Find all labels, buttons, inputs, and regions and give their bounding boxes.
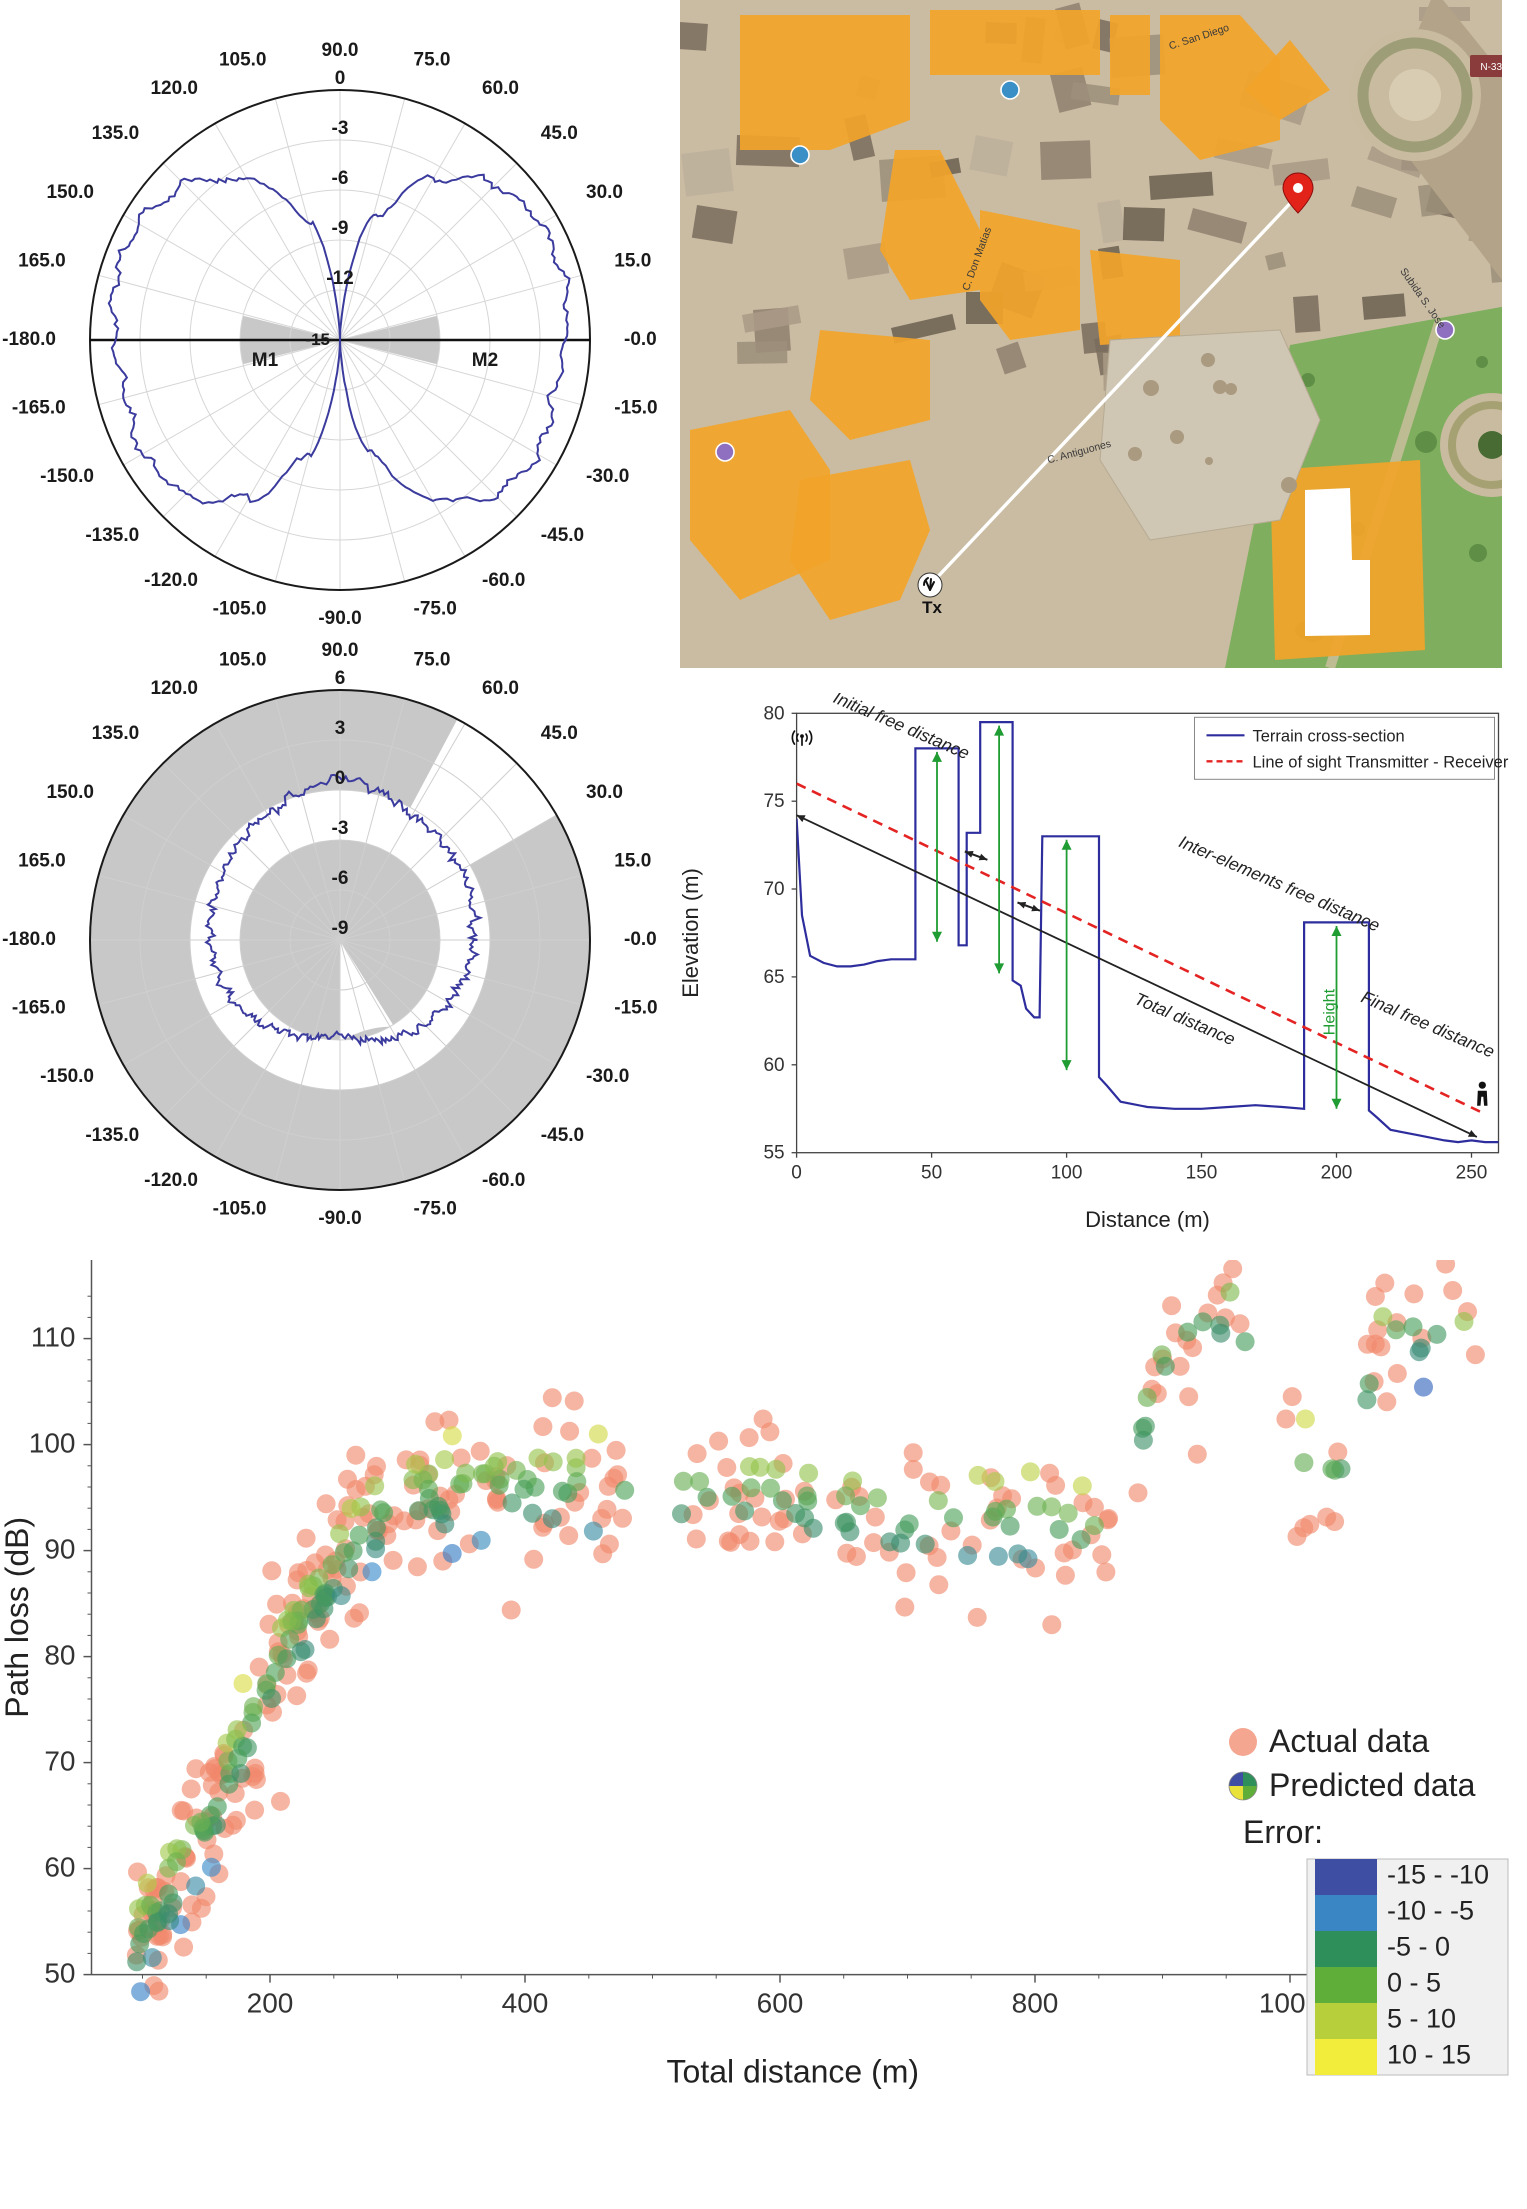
svg-text:-165.0: -165.0: [12, 998, 66, 1019]
svg-text:-150.0: -150.0: [40, 1066, 94, 1087]
svg-text:0: 0: [791, 1163, 802, 1184]
svg-text:-30.0: -30.0: [586, 466, 629, 487]
svg-text:165.0: 165.0: [18, 251, 66, 272]
svg-text:Error:: Error:: [1243, 1814, 1323, 1850]
svg-text:-3: -3: [332, 118, 349, 139]
svg-text:30.0: 30.0: [586, 182, 623, 203]
svg-text:M1: M1: [252, 350, 279, 371]
svg-text:-0.0: -0.0: [624, 329, 657, 350]
svg-text:-90.0: -90.0: [318, 1208, 361, 1229]
svg-text:75.0: 75.0: [414, 650, 451, 671]
svg-text:-0.0: -0.0: [624, 929, 657, 950]
svg-text:120.0: 120.0: [150, 678, 198, 699]
svg-text:-15: -15: [305, 330, 330, 349]
svg-text:250: 250: [1456, 1163, 1488, 1184]
svg-text:135.0: 135.0: [92, 123, 140, 144]
svg-text:-6: -6: [332, 868, 349, 889]
svg-text:-6: -6: [332, 168, 349, 189]
svg-text:165.0: 165.0: [18, 851, 66, 872]
svg-text:0: 0: [335, 68, 346, 89]
svg-text:-15.0: -15.0: [614, 398, 657, 419]
svg-text:5 - 10: 5 - 10: [1387, 2004, 1456, 2034]
svg-text:-12: -12: [326, 268, 353, 289]
svg-text:55: 55: [763, 1143, 784, 1164]
svg-text:65: 65: [763, 967, 784, 988]
svg-text:Actual data: Actual data: [1269, 1723, 1429, 1759]
svg-text:-9: -9: [332, 218, 349, 239]
svg-text:-60.0: -60.0: [482, 570, 525, 591]
svg-text:100: 100: [1051, 1163, 1083, 1184]
svg-text:-5 - 0: -5 - 0: [1387, 1932, 1450, 1962]
svg-text:6: 6: [335, 668, 346, 689]
svg-text:Height: Height: [1322, 988, 1339, 1035]
svg-text:-75.0: -75.0: [414, 1198, 457, 1219]
svg-text:200: 200: [1321, 1163, 1353, 1184]
svg-text:-30.0: -30.0: [586, 1066, 629, 1087]
svg-text:-120.0: -120.0: [144, 570, 198, 591]
svg-text:10 - 15: 10 - 15: [1387, 2040, 1471, 2070]
svg-text:-165.0: -165.0: [12, 398, 66, 419]
svg-text:90.0: 90.0: [322, 40, 359, 61]
svg-text:15.0: 15.0: [614, 251, 651, 272]
svg-text:70: 70: [763, 879, 784, 900]
svg-text:-45.0: -45.0: [541, 1125, 584, 1146]
svg-text:45.0: 45.0: [541, 123, 578, 144]
svg-text:-135.0: -135.0: [85, 1125, 139, 1146]
svg-text:-45.0: -45.0: [541, 525, 584, 546]
svg-text:80: 80: [763, 703, 784, 724]
svg-text:-135.0: -135.0: [85, 525, 139, 546]
svg-text:150.0: 150.0: [46, 782, 94, 803]
svg-text:15.0: 15.0: [614, 851, 651, 872]
svg-text:60.0: 60.0: [482, 678, 519, 699]
svg-text:45.0: 45.0: [541, 723, 578, 744]
svg-text:105.0: 105.0: [219, 650, 267, 671]
svg-text:120.0: 120.0: [150, 78, 198, 99]
svg-text:-150.0: -150.0: [40, 466, 94, 487]
svg-text:75: 75: [763, 791, 784, 812]
svg-text:-9: -9: [332, 918, 349, 939]
svg-text:Predicted data: Predicted data: [1269, 1767, 1476, 1803]
svg-text:90.0: 90.0: [322, 640, 359, 661]
svg-text:-15.0: -15.0: [614, 998, 657, 1019]
svg-text:-180.0: -180.0: [2, 329, 56, 350]
svg-text:75.0: 75.0: [414, 50, 451, 71]
svg-text:-15 - -10: -15 - -10: [1387, 1860, 1489, 1890]
svg-text:-10 - -5: -10 - -5: [1387, 1896, 1474, 1926]
svg-text:Tx: Tx: [922, 598, 942, 617]
svg-text:60: 60: [763, 1055, 784, 1076]
svg-text:150: 150: [1186, 1163, 1218, 1184]
svg-text:50: 50: [921, 1163, 942, 1184]
svg-text:-180.0: -180.0: [2, 929, 56, 950]
svg-text:N-332: N-332: [1480, 62, 1502, 73]
svg-text:0 - 5: 0 - 5: [1387, 1968, 1441, 1998]
svg-text:Terrain cross-section: Terrain cross-section: [1253, 727, 1405, 745]
svg-text:Elevation (m): Elevation (m): [680, 868, 703, 998]
svg-text:-3: -3: [332, 818, 349, 839]
svg-text:M2: M2: [472, 350, 498, 371]
svg-text:0: 0: [335, 768, 346, 789]
svg-text:105.0: 105.0: [219, 50, 267, 71]
svg-text:-60.0: -60.0: [482, 1170, 525, 1191]
svg-text:60.0: 60.0: [482, 78, 519, 99]
svg-text:-120.0: -120.0: [144, 1170, 198, 1191]
svg-text:150.0: 150.0: [46, 182, 94, 203]
svg-text:-105.0: -105.0: [213, 1198, 267, 1219]
svg-text:30.0: 30.0: [586, 782, 623, 803]
svg-text:Distance (m): Distance (m): [1085, 1207, 1210, 1232]
svg-text:135.0: 135.0: [92, 723, 140, 744]
svg-text:Line of sight Transmitter - Re: Line of sight Transmitter - Receiver: [1253, 753, 1509, 771]
svg-text:3: 3: [335, 718, 346, 739]
